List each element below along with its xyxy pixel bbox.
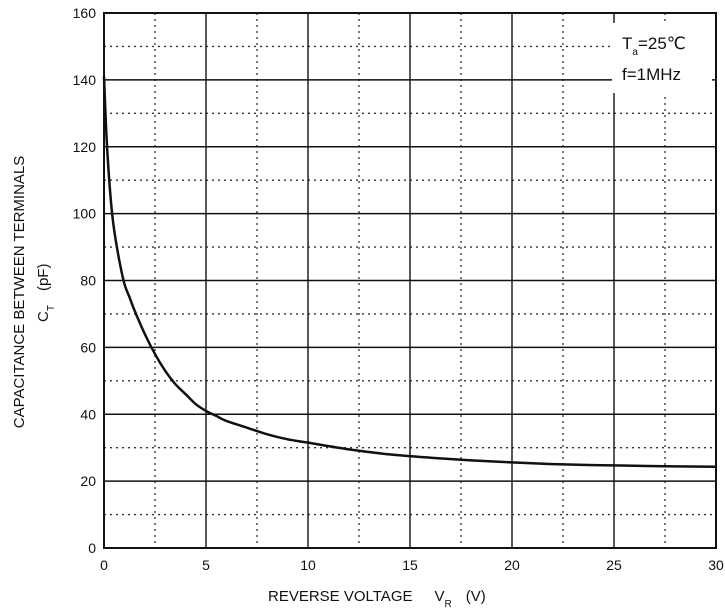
- y-axis-symbol-line: CT (pF): [35, 264, 57, 322]
- plot-frame: [103, 12, 717, 549]
- x-tick-label: 25: [606, 557, 622, 573]
- conditions-annotation: Ta=25℃ f=1MHz: [612, 23, 712, 93]
- y-tick-label: 0: [88, 540, 96, 556]
- frequency-annotation: f=1MHz: [622, 65, 681, 84]
- temperature-symbol: T: [622, 34, 632, 53]
- x-tick-label: 30: [708, 557, 724, 573]
- temperature-subscript: a: [632, 47, 638, 58]
- x-tick-label: 10: [300, 557, 316, 573]
- x-tick-label: 5: [202, 557, 210, 573]
- y-tick-label: 100: [73, 206, 97, 222]
- y-tick-label: 120: [73, 139, 97, 155]
- y-tick-label: 60: [80, 339, 96, 355]
- series-line: [102, 75, 718, 468]
- x-tick-labels: 0 5 10 15 20 25 30: [100, 557, 724, 573]
- x-tick-label: 15: [402, 557, 418, 573]
- y-tick-label: 160: [73, 5, 97, 21]
- y-axis-title: CAPACITANCE BETWEEN TERMINALS CT (pF): [11, 156, 57, 429]
- x-tick-label: 20: [504, 557, 520, 573]
- x-axis-symbol: V: [435, 588, 445, 605]
- x-axis-unit: (V): [466, 588, 486, 605]
- y-tick-label: 20: [80, 473, 96, 489]
- y-tick-label: 80: [80, 273, 96, 289]
- y-axis-unit: (pF): [35, 264, 52, 292]
- x-tick-label: 0: [100, 557, 108, 573]
- major-grid: [104, 13, 716, 548]
- y-axis-symbol: C: [35, 311, 52, 322]
- y-tick-labels: 0 20 40 60 80 100 120 140 160: [73, 5, 97, 556]
- temperature-value: =25℃: [638, 34, 686, 53]
- x-axis-title: REVERSE VOLTAGE VR (V): [268, 588, 486, 610]
- x-axis-subscript: R: [445, 599, 452, 610]
- y-axis-subscript: T: [46, 305, 57, 311]
- y-tick-label: 40: [80, 406, 96, 422]
- temperature-annotation: Ta=25℃: [622, 34, 686, 58]
- x-axis-main: REVERSE VOLTAGE: [268, 588, 413, 605]
- y-axis-main: CAPACITANCE BETWEEN TERMINALS: [11, 156, 28, 429]
- y-tick-label: 140: [73, 72, 97, 88]
- annotation-background: [612, 23, 712, 93]
